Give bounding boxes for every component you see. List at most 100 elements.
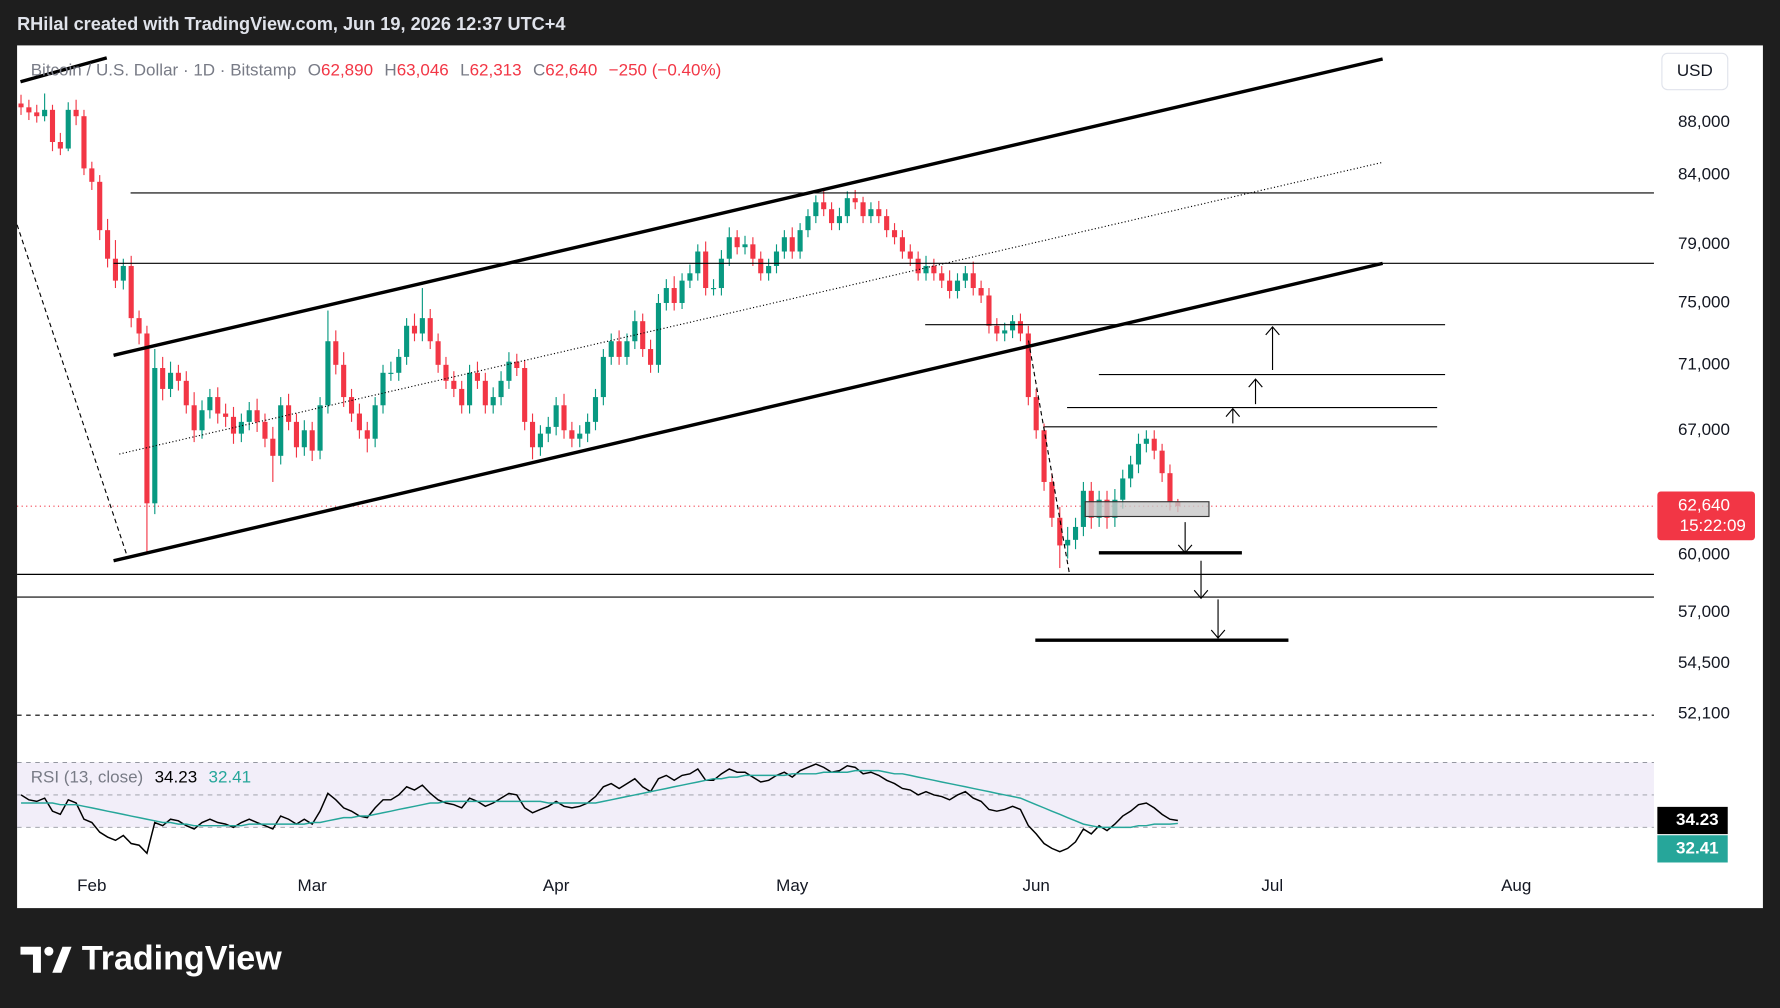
candle-body xyxy=(380,372,386,406)
candle-body xyxy=(57,141,63,149)
candle-body xyxy=(970,273,976,289)
candle-body xyxy=(852,198,858,203)
candle-body xyxy=(112,258,119,281)
legend-key: H xyxy=(384,60,396,79)
x-tick-label: Aug xyxy=(1501,876,1531,895)
candle-body xyxy=(1010,321,1016,331)
candle-body xyxy=(640,321,646,350)
candle-body xyxy=(663,288,669,303)
y-tick-label: 60,000 xyxy=(1678,544,1730,563)
chart-area xyxy=(17,45,1763,909)
candle-body xyxy=(270,438,276,456)
x-tick-label: Feb xyxy=(77,876,106,895)
candle-body xyxy=(986,295,992,326)
candle-body xyxy=(726,237,732,259)
y-tick-label: 52,100 xyxy=(1678,704,1730,723)
symbol-title: Bitcoin / U.S. Dollar · 1D · Bitstamp xyxy=(31,60,297,79)
candle-body xyxy=(899,237,905,252)
candle-body xyxy=(65,109,71,149)
y-tick-label: 88,000 xyxy=(1678,112,1730,131)
range-box xyxy=(1084,501,1210,518)
candle-body xyxy=(482,380,488,406)
candle-body xyxy=(191,405,197,431)
candle-body xyxy=(907,251,913,259)
candle-body xyxy=(860,202,866,217)
x-tick-label: Mar xyxy=(298,876,328,895)
candle-body xyxy=(671,288,677,303)
candle-body xyxy=(388,372,394,374)
y-tick-label: 84,000 xyxy=(1678,165,1730,184)
candle-body xyxy=(372,405,378,439)
candle-body xyxy=(223,413,229,417)
candle-body xyxy=(120,265,126,281)
candle-body xyxy=(797,230,803,252)
candle-body xyxy=(876,209,882,217)
candle-body xyxy=(207,397,213,411)
candle-body xyxy=(947,280,953,292)
candle-body xyxy=(451,380,457,389)
channel-line xyxy=(20,56,108,84)
candle-body xyxy=(821,202,827,210)
candle-body xyxy=(286,405,292,422)
candle-body xyxy=(1017,321,1024,334)
candle-body xyxy=(364,430,370,439)
candle-body xyxy=(514,361,520,369)
rsi-value-tag xyxy=(1657,806,1728,835)
candle-body xyxy=(632,321,638,342)
footer-brand: TradingView xyxy=(82,939,282,977)
candle-body xyxy=(695,251,701,274)
candle-body xyxy=(356,413,362,431)
legend-key: L xyxy=(460,60,469,79)
candle-body xyxy=(703,251,709,289)
candle-body xyxy=(73,109,79,117)
channel-line xyxy=(113,261,1384,563)
candle-body xyxy=(868,209,874,217)
candle-body xyxy=(238,421,244,434)
candle-body xyxy=(278,405,284,456)
candle-body xyxy=(152,368,158,504)
candle-body xyxy=(348,397,355,414)
currency-label[interactable]: USD xyxy=(1677,61,1713,80)
candle-body xyxy=(262,421,268,439)
legend-change: −250 (−0.40%) xyxy=(609,60,722,79)
rsi-title: RSI (13, close) xyxy=(31,767,144,786)
candle-body xyxy=(26,107,32,113)
candle-body xyxy=(569,430,575,439)
candle-body xyxy=(923,265,929,274)
logo-mark xyxy=(20,946,41,973)
candle-body xyxy=(167,372,174,389)
candle-body xyxy=(750,244,756,259)
y-tick-label: 54,500 xyxy=(1678,653,1730,672)
candle-body xyxy=(309,430,315,451)
candle-body xyxy=(522,368,528,422)
candle-body xyxy=(81,116,87,169)
rsi-legend: RSI (13, close) 34.23 32.41 xyxy=(31,767,251,786)
candle-body xyxy=(230,416,237,434)
candle-body xyxy=(467,372,473,406)
y-tick-label: 71,000 xyxy=(1678,354,1730,373)
candle-body xyxy=(891,230,898,238)
candle-body xyxy=(648,349,654,365)
candle-body xyxy=(175,372,181,381)
header-text: RHilal created with TradingView.com, Jun… xyxy=(17,14,565,34)
candle-body xyxy=(529,421,536,448)
currency-button[interactable] xyxy=(1661,52,1729,91)
price-countdown: 15:22:09 xyxy=(1680,516,1746,535)
rsi-line xyxy=(21,769,1178,829)
candle-body xyxy=(1049,481,1055,518)
footer-logo xyxy=(20,946,72,973)
candle-body xyxy=(18,103,24,108)
y-tick-label: 57,000 xyxy=(1678,602,1730,621)
candle-body xyxy=(1072,526,1079,540)
candle-body xyxy=(915,258,921,274)
rsi-legend-value: 34.23 xyxy=(155,767,198,786)
logo-mark xyxy=(52,946,72,973)
candle-body xyxy=(592,397,599,422)
rsi-value-label: 32.41 xyxy=(1676,838,1719,857)
x-tick-label: May xyxy=(776,876,809,895)
arrow-down xyxy=(1177,522,1193,554)
candle-body xyxy=(42,109,48,117)
y-tick-label: 67,000 xyxy=(1678,420,1730,439)
